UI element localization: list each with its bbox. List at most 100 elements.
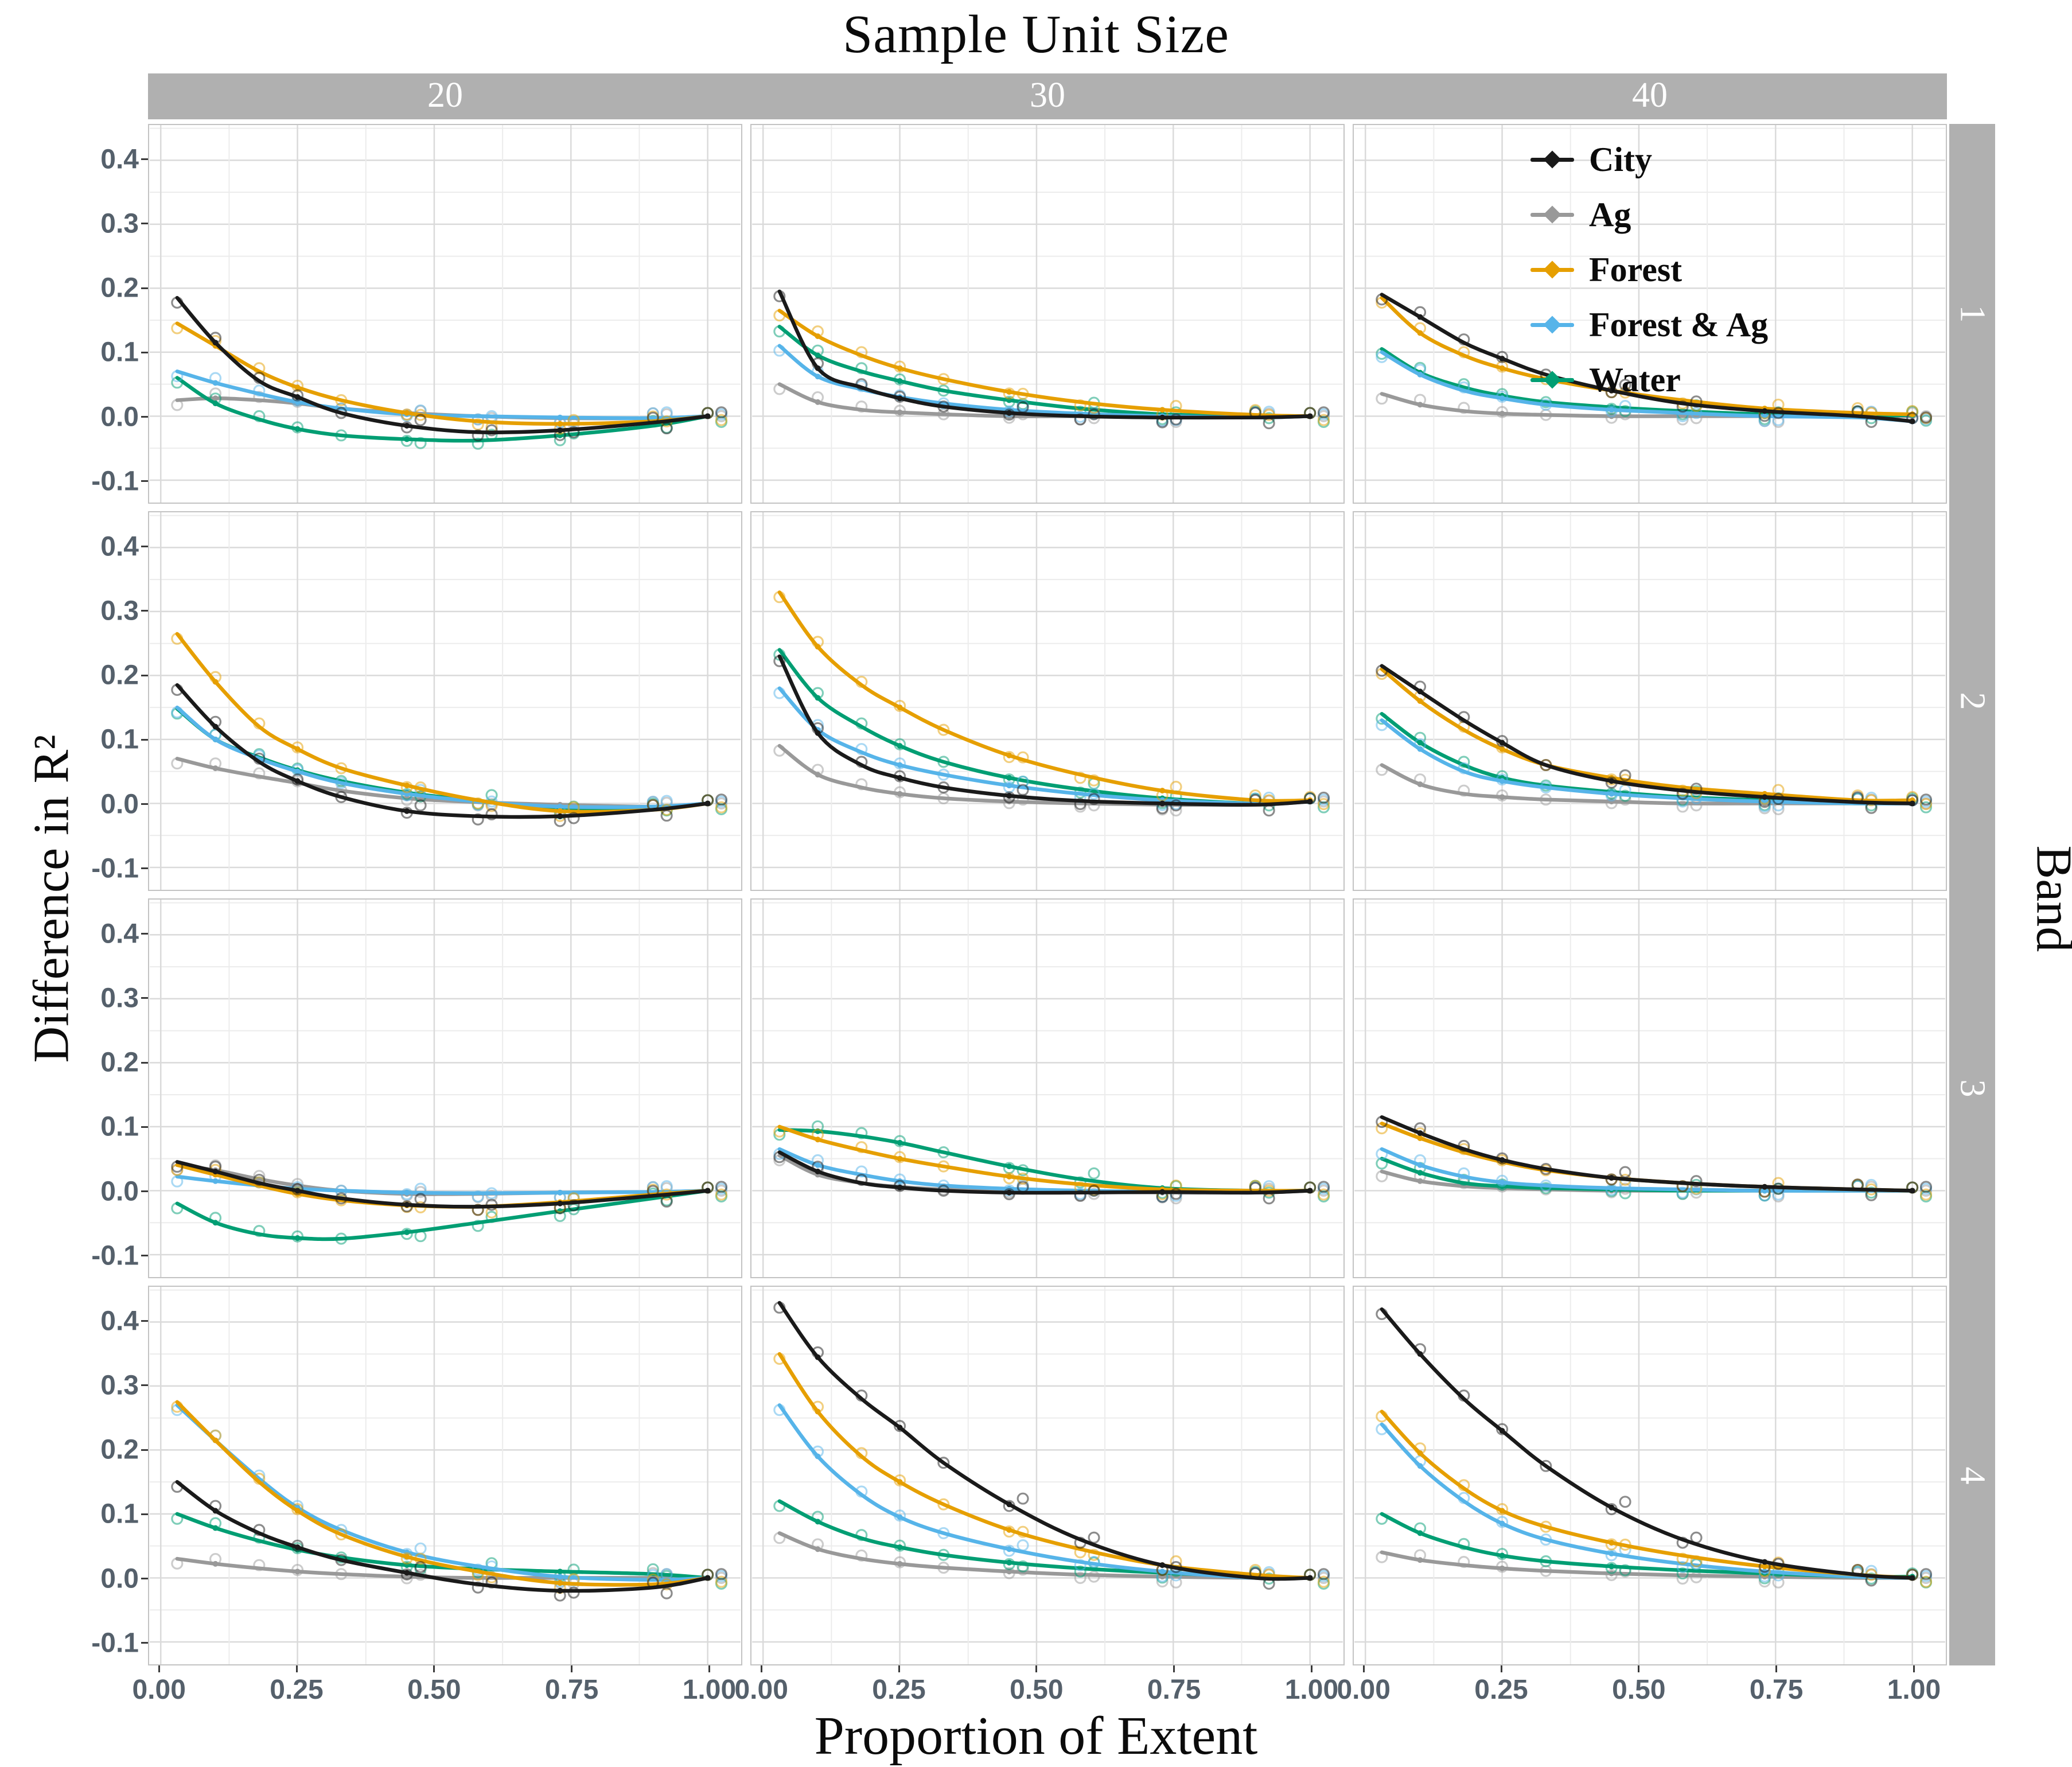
x-tick-mark	[1173, 1665, 1175, 1672]
y-tick-label: 0.1	[47, 1499, 139, 1530]
x-tick-mark	[1638, 1665, 1639, 1672]
x-tick-label: 0.50	[407, 1674, 461, 1706]
legend-key-icon	[1530, 152, 1574, 167]
panel-plot-area	[149, 1287, 741, 1664]
facet-panel-30-band1	[750, 124, 1345, 504]
y-tick-mark	[141, 933, 148, 935]
x-tick-mark	[1035, 1665, 1037, 1672]
legend-item-forest-ag: Forest & Ag	[1530, 297, 1768, 352]
y-tick-label: 0.4	[47, 531, 139, 562]
series-forest	[774, 592, 1329, 809]
y-tick-label: 0.3	[47, 208, 139, 239]
y-tick-mark	[141, 1384, 148, 1386]
y-tick-label: 0.3	[47, 1369, 139, 1401]
x-tick-mark	[708, 1665, 710, 1672]
facet-panel-40-band2	[1353, 511, 1947, 891]
y-tick-label: 0.4	[47, 143, 139, 175]
legend-item-forest: Forest	[1530, 242, 1768, 297]
x-tick-label: 0.75	[1147, 1674, 1201, 1706]
x-tick-mark	[1775, 1665, 1777, 1672]
y-tick-mark	[141, 480, 148, 482]
x-tick-mark	[571, 1665, 572, 1672]
y-tick-mark	[141, 1190, 148, 1192]
x-tick-label: 0.50	[1010, 1674, 1063, 1706]
x-tick-label: 0.25	[872, 1674, 925, 1706]
legend-key-icon	[1530, 262, 1574, 277]
legend-label: Ag	[1589, 195, 1631, 235]
x-tick-label: 0.00	[1337, 1674, 1390, 1706]
y-tick-mark	[141, 287, 148, 289]
x-tick-label: 0.50	[1612, 1674, 1665, 1706]
y-tick-mark	[141, 1126, 148, 1128]
legend-item-ag: Ag	[1530, 187, 1768, 242]
facet-col-label-20: 20	[427, 75, 463, 116]
y-tick-label: 0.0	[47, 788, 139, 820]
legend: City Ag Forest Forest & Ag Water	[1530, 132, 1768, 407]
x-tick-label: 1.00	[1887, 1674, 1941, 1706]
x-tick-label: 0.25	[1474, 1674, 1528, 1706]
x-tick-label: 1.00	[683, 1674, 736, 1706]
series-forest	[172, 1402, 727, 1593]
series-forest-ag	[172, 1405, 727, 1587]
y-tick-mark	[141, 158, 148, 160]
y-tick-mark	[141, 1578, 148, 1579]
panel-plot-area	[1354, 1287, 1946, 1664]
facet-panel-20-band3	[148, 898, 742, 1278]
x-tick-mark	[761, 1665, 762, 1672]
legend-key-icon	[1530, 207, 1574, 222]
y-tick-mark	[141, 1320, 148, 1322]
facet-panel-40-band3	[1353, 898, 1947, 1278]
x-tick-label: 0.25	[270, 1674, 323, 1706]
y-tick-label: 0.2	[47, 273, 139, 304]
x-tick-mark	[296, 1665, 298, 1672]
x-tick-label: 0.00	[734, 1674, 788, 1706]
y-tick-mark	[141, 1513, 148, 1515]
x-tick-mark	[898, 1665, 900, 1672]
y-tick-mark	[141, 997, 148, 999]
series-forest-ag	[1377, 1149, 1931, 1200]
y-tick-mark	[141, 416, 148, 418]
y-tick-label: -0.1	[47, 1240, 139, 1271]
legend-label: Water	[1589, 360, 1681, 400]
legend-label: City	[1589, 140, 1652, 180]
y-tick-label: 0.1	[47, 1111, 139, 1143]
legend-label: Forest	[1589, 250, 1682, 290]
x-tick-label: 1.00	[1285, 1674, 1338, 1706]
y-tick-label: -0.1	[47, 1627, 139, 1659]
facet-panel-20-band1	[148, 124, 742, 504]
facet-col-label-30: 30	[1030, 75, 1065, 116]
y-tick-mark	[141, 739, 148, 741]
facet-panel-30-band2	[750, 511, 1345, 891]
series-city	[1377, 1309, 1931, 1585]
y-tick-mark	[141, 1255, 148, 1256]
series-city	[774, 1152, 1329, 1204]
chart-title: Sample Unit Size	[0, 3, 2072, 65]
x-tick-label: 0.75	[545, 1674, 598, 1706]
series-forest	[172, 633, 727, 821]
y-tick-label: 0.2	[47, 1434, 139, 1466]
y-tick-label: -0.1	[47, 465, 139, 497]
x-axis-title: Proportion of Extent	[0, 1705, 2072, 1767]
facet-row-title: Band	[2025, 469, 2072, 1329]
facet-row-strip: 1 2 3 4	[1949, 124, 1995, 1665]
y-tick-mark	[141, 867, 148, 869]
facet-row-label-1: 1	[1952, 305, 1993, 323]
panel-plot-area	[751, 900, 1343, 1277]
legend-key-icon	[1530, 372, 1574, 387]
y-tick-mark	[141, 1062, 148, 1064]
x-tick-mark	[158, 1665, 160, 1672]
series-forest-ag	[1377, 720, 1931, 812]
panel-plot-area	[751, 1287, 1343, 1664]
y-tick-label: 0.4	[47, 918, 139, 949]
facet-panel-30-band4	[750, 1286, 1345, 1665]
series-city	[172, 1162, 727, 1215]
y-tick-label: -0.1	[47, 853, 139, 884]
x-tick-mark	[1913, 1665, 1915, 1672]
legend-item-water: Water	[1530, 352, 1768, 407]
facet-row-label-3: 3	[1952, 1080, 1993, 1097]
legend-key-icon	[1530, 317, 1574, 332]
panel-plot-area	[149, 900, 741, 1277]
y-tick-label: 0.0	[47, 1563, 139, 1594]
y-tick-label: 0.2	[47, 1047, 139, 1079]
series-ag	[774, 1155, 1329, 1204]
